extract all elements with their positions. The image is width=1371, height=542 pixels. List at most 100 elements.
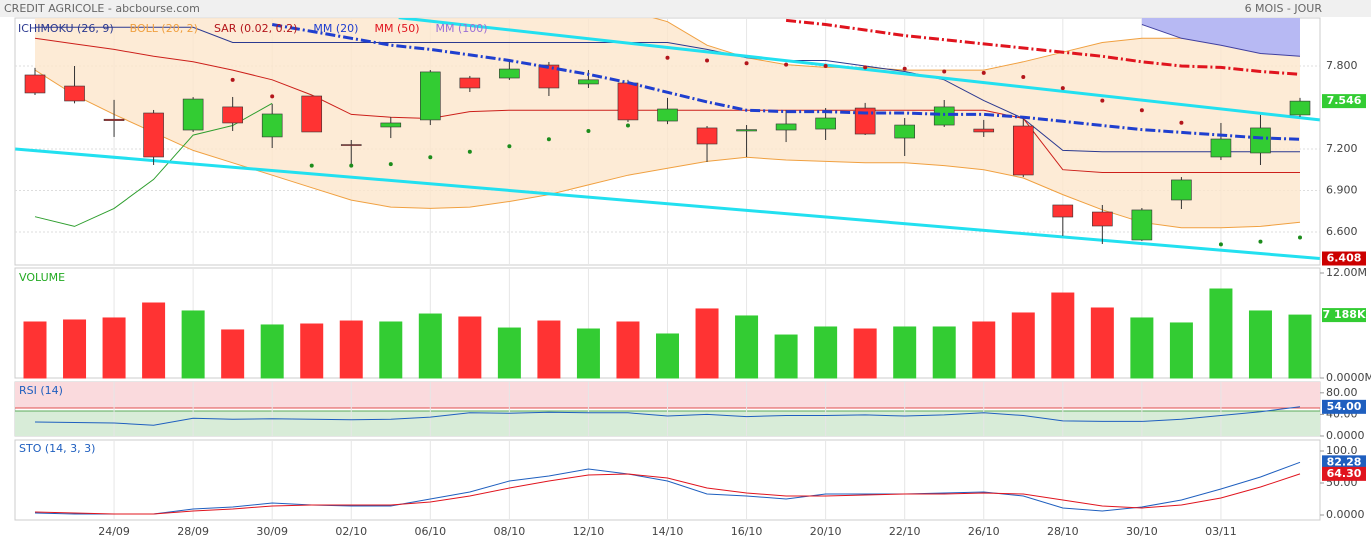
y-tick-label: 7.200 [1326,142,1358,155]
volume-bar [221,329,245,379]
panel-title: VOLUME [19,271,65,284]
y-tick-label: 6.900 [1326,183,1358,196]
volume-bar [102,317,126,379]
candle-body [103,118,125,121]
sar-dot [625,123,630,128]
x-tick-label: 26/10 [968,525,1000,538]
candle-body [24,74,46,94]
chart-title: CREDIT AGRICOLE - abcbourse.com [4,2,200,15]
volume-bar [379,321,403,379]
value-label: 82.28 [1327,455,1362,468]
trendline [398,18,1320,122]
sar-dot [388,162,393,167]
candle-body [64,85,85,102]
legend-entry: SAR (0.02, 0.2) [214,22,297,35]
candle-body [1289,100,1311,116]
value-label: 64.30 [1327,467,1362,480]
value-label-box [1322,94,1366,109]
candle-body [380,122,402,128]
candle-body [420,71,441,121]
volume-bar [972,321,996,379]
x-tick-label: 22/10 [889,525,921,538]
sar-dot [1298,235,1302,240]
candle-body [538,64,560,89]
volume-bar [616,321,640,379]
x-tick-label: 30/09 [256,525,288,538]
candle-body [1171,179,1192,201]
x-tick-label: 30/10 [1126,525,1158,538]
price-plot [15,18,1320,260]
panel-title: RSI (14) [19,384,63,397]
legend-entry: ICHIMOKU (26, 9) [18,22,114,35]
volume-bar [853,328,877,379]
indicator-line [34,461,1301,515]
candle-body [815,117,836,130]
sar-dot [230,77,235,82]
x-tick-label: 08/10 [494,525,526,538]
legend-entry: BOLL (20, 2) [130,22,198,35]
y-tick-label: 100.0 [1326,444,1358,457]
sar-dot [902,66,907,71]
x-tick-label: 16/10 [731,525,763,538]
sar-dot [784,62,789,67]
volume-bar [418,313,442,379]
sar-dot [1021,75,1026,80]
candle-body [933,106,955,126]
panel-title: STO (14, 3, 3) [19,442,95,455]
x-tick-label: 24/09 [98,525,130,538]
volume-bar [1090,307,1114,379]
volume-bar [537,320,561,379]
candle-body [1012,125,1034,176]
sar-dot [823,63,828,68]
volume-bar [1248,310,1272,379]
volume-bar [1169,322,1193,379]
volume-bar [300,323,324,379]
value-label-box [1322,399,1366,414]
moving-average [1141,24,1301,57]
volume-bar [1130,317,1154,379]
volume-bar [63,319,87,379]
sar-dot [1139,108,1144,113]
sar-dot [1218,242,1223,247]
sar-dot [942,69,947,74]
value-label-box [1322,251,1366,266]
candle-body [1210,138,1232,158]
sar-dot [1060,86,1065,91]
candle-body [1092,211,1113,227]
legend-entry: MM (100) [436,22,488,35]
sar-dot [349,163,354,168]
candle-body [775,123,797,131]
volume-bar [339,320,363,379]
sar-dot [1179,120,1184,125]
candle-body [578,79,599,85]
candle-body [222,106,243,124]
y-tick-label: 0.0000 [1326,508,1365,521]
candle-body [143,112,164,158]
volume-bar [497,327,521,379]
candle-body [1131,209,1153,241]
volume-bar [1288,314,1312,379]
candle-body [894,124,915,139]
candle-body [261,113,283,138]
header-bar [0,0,1371,17]
y-tick-label: 12.00M [1326,266,1367,279]
volume-bar [260,324,284,379]
sar-dot [428,155,433,160]
y-tick-label: 0.0000M [1326,371,1371,384]
indicator-line [34,473,1301,515]
value-label-box [1322,308,1366,323]
value-label: 7.546 [1327,94,1362,107]
candle-body [736,129,757,132]
indicator-line [34,406,1301,426]
candle-body [499,68,520,79]
y-tick-label: 6.600 [1326,225,1358,238]
volume-bar [932,326,956,379]
y-tick-label: 7.800 [1326,59,1358,72]
x-tick-label: 28/09 [177,525,209,538]
volume-bar [695,308,719,379]
sar-dot [705,58,710,63]
x-tick-label: 12/10 [573,525,605,538]
sar-dot [309,163,314,168]
candle-body [301,95,323,133]
volume-bar [181,310,205,379]
